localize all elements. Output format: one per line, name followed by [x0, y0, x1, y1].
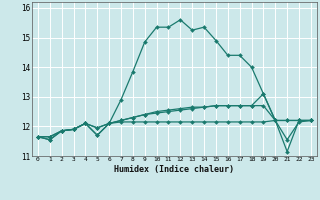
X-axis label: Humidex (Indice chaleur): Humidex (Indice chaleur) [115, 165, 234, 174]
